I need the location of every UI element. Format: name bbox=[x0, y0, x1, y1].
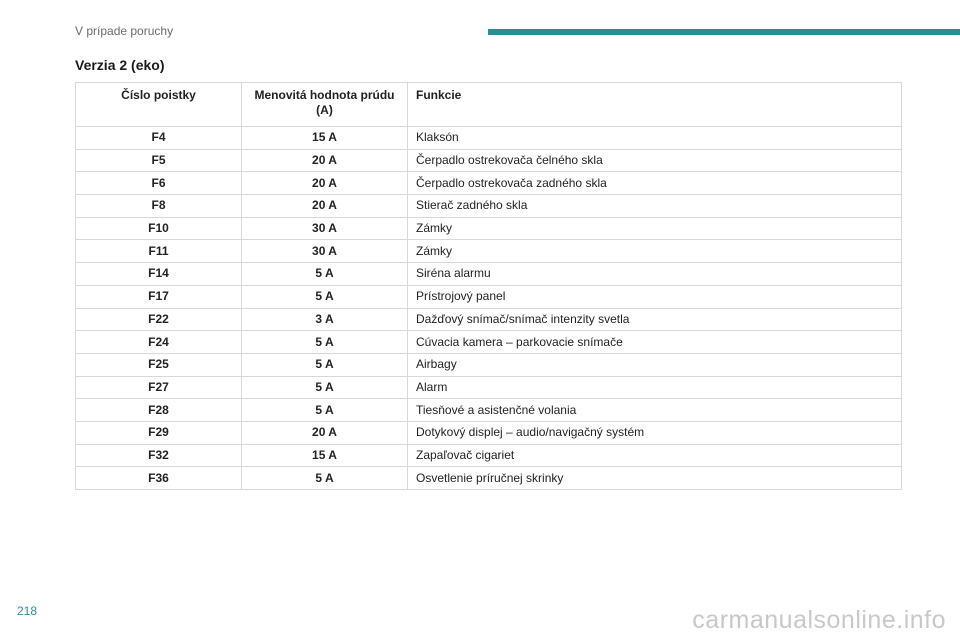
fuse-number-cell: F17 bbox=[75, 284, 242, 309]
table-row: F5 20 A Čerpadlo ostrekovača čelného skla bbox=[75, 148, 902, 173]
watermark: carmanualsonline.info bbox=[692, 606, 946, 634]
function-cell: Alarm bbox=[407, 375, 902, 400]
fuse-number-cell: F4 bbox=[75, 126, 242, 150]
function-cell: Stierač zadného skla bbox=[407, 194, 902, 218]
function-cell: Dažďový snímač/snímač intenzity svetla bbox=[407, 307, 902, 332]
fuse-number-cell: F14 bbox=[75, 262, 242, 286]
table-row: F11 30 A Zámky bbox=[75, 239, 902, 264]
function-cell: Čerpadlo ostrekovača zadného skla bbox=[407, 171, 902, 196]
rated-current-cell: 5 A bbox=[241, 398, 408, 422]
table-row: F29 20 A Dotykový displej – audio/navigačn… bbox=[75, 420, 902, 445]
table-row: F24 5 A Cúvacia kamera – parkovacie snímač… bbox=[75, 330, 902, 354]
function-cell: Čerpadlo ostrekovača čelného skla bbox=[407, 148, 902, 173]
fuse-number-cell: F25 bbox=[75, 352, 242, 377]
rated-current-cell: 5 A bbox=[241, 262, 408, 286]
table-row: F22 3 A Dažďový snímač/snímač intenzity sv… bbox=[75, 307, 902, 332]
fuse-number-cell: F29 bbox=[75, 420, 242, 445]
rated-current-cell: 5 A bbox=[241, 466, 408, 490]
rated-current-cell: 20 A bbox=[241, 148, 408, 173]
function-cell: Siréna alarmu bbox=[407, 262, 902, 286]
function-cell: Osvetlenie príručnej skrinky bbox=[407, 466, 902, 490]
fuse-number-cell: F8 bbox=[75, 194, 242, 218]
table-subtitle: Verzia 2 (eko) bbox=[75, 57, 165, 73]
table-row: F32 15 A Zapaľovač cigariet bbox=[75, 443, 902, 468]
fuse-number-cell: F28 bbox=[75, 398, 242, 422]
table-row: F36 5 A Osvetlenie príručnej skrinky bbox=[75, 466, 902, 490]
table-row: F28 5 A Tiesňové a asistenčné volania bbox=[75, 398, 902, 422]
table-body: F4 15 A Klaksón F5 20 A Čerpadlo ostrekovača … bbox=[75, 126, 902, 490]
table-row: F25 5 A Airbagy bbox=[75, 352, 902, 377]
fuse-number-cell: F10 bbox=[75, 216, 242, 241]
fuse-number-cell: F32 bbox=[75, 443, 242, 468]
column-header-rated-current: Menovitá hodnota prúdu (A) bbox=[241, 82, 408, 127]
table-row: F8 20 A Stierač zadného skla bbox=[75, 194, 902, 218]
fuse-number-cell: F22 bbox=[75, 307, 242, 332]
rated-current-cell: 30 A bbox=[241, 239, 408, 264]
rated-current-cell: 15 A bbox=[241, 443, 408, 468]
function-cell: Zámky bbox=[407, 216, 902, 241]
rated-current-cell: 15 A bbox=[241, 126, 408, 150]
fuse-table: Číslo poistky Menovitá hodnota prúdu (A)… bbox=[75, 82, 902, 490]
column-header-functions: Funkcie bbox=[407, 82, 902, 127]
function-cell: Airbagy bbox=[407, 352, 902, 377]
rated-current-cell: 5 A bbox=[241, 375, 408, 400]
header-accent-bar bbox=[488, 29, 960, 35]
function-cell: Dotykový displej – audio/navigačný systé… bbox=[407, 420, 902, 445]
rated-current-cell: 20 A bbox=[241, 194, 408, 218]
fuse-number-cell: F27 bbox=[75, 375, 242, 400]
rated-current-cell: 5 A bbox=[241, 352, 408, 377]
function-cell: Cúvacia kamera – parkovacie snímače bbox=[407, 330, 902, 354]
fuse-number-cell: F6 bbox=[75, 171, 242, 196]
function-cell: Zapaľovač cigariet bbox=[407, 443, 902, 468]
table-row: F6 20 A Čerpadlo ostrekovača zadného skla bbox=[75, 171, 902, 196]
rated-current-cell: 5 A bbox=[241, 284, 408, 309]
rated-current-cell: 5 A bbox=[241, 330, 408, 354]
fuse-number-cell: F5 bbox=[75, 148, 242, 173]
column-header-fuse-number: Číslo poistky bbox=[75, 82, 242, 127]
rated-current-cell: 20 A bbox=[241, 171, 408, 196]
function-cell: Tiesňové a asistenčné volania bbox=[407, 398, 902, 422]
table-row: F4 15 A Klaksón bbox=[75, 126, 902, 150]
function-cell: Zámky bbox=[407, 239, 902, 264]
table-row: F10 30 A Zámky bbox=[75, 216, 902, 241]
table-row: F17 5 A Prístrojový panel bbox=[75, 284, 902, 309]
section-title: V prípade poruchy bbox=[75, 24, 174, 38]
fuse-number-cell: F24 bbox=[75, 330, 242, 354]
page-number: 218 bbox=[17, 604, 38, 618]
table-header-row: Číslo poistky Menovitá hodnota prúdu (A)… bbox=[75, 82, 902, 127]
function-cell: Klaksón bbox=[407, 126, 902, 150]
fuse-number-cell: F36 bbox=[75, 466, 242, 490]
function-cell: Prístrojový panel bbox=[407, 284, 902, 309]
rated-current-cell: 20 A bbox=[241, 420, 408, 445]
rated-current-cell: 3 A bbox=[241, 307, 408, 332]
rated-current-cell: 30 A bbox=[241, 216, 408, 241]
table-row: F14 5 A Siréna alarmu bbox=[75, 262, 902, 286]
table-row: F27 5 A Alarm bbox=[75, 375, 902, 400]
fuse-number-cell: F11 bbox=[75, 239, 242, 264]
